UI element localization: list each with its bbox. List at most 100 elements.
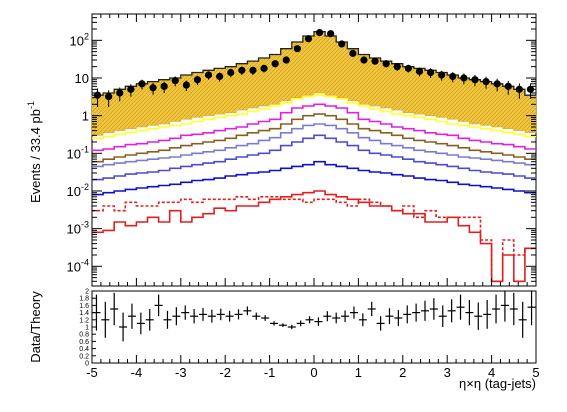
data-point <box>315 29 324 37</box>
y-tick-exp: -1 <box>81 144 89 154</box>
main-series-group <box>92 94 536 283</box>
y-tick-label: 10-2 <box>67 182 89 199</box>
series-line-1 <box>92 103 536 152</box>
y-tick-label: 10-1 <box>67 144 89 161</box>
data-point <box>227 68 235 77</box>
x-tick-label: -5 <box>86 365 98 380</box>
y-tick-base: 10 <box>67 146 81 161</box>
y-tick-label: 10-4 <box>67 257 89 274</box>
ratio-y-axis-label: Data/Theory <box>28 291 43 363</box>
data-point <box>460 74 468 82</box>
ratio-points <box>92 291 536 342</box>
band-upper-edge <box>92 30 536 96</box>
y-tick-label: 10-3 <box>67 220 89 237</box>
series-line-6 <box>92 196 536 283</box>
data-point <box>449 72 457 81</box>
x-tick-label: 1 <box>355 365 362 380</box>
x-tick-label: -2 <box>219 365 231 380</box>
data-point <box>127 85 135 93</box>
ratio-y-tick-label: 0 <box>85 361 89 368</box>
data-point <box>393 63 401 71</box>
ratio-y-tick-label: 0.2 <box>79 353 89 360</box>
data-point <box>149 84 157 92</box>
y-tick-label: 10 <box>75 71 89 86</box>
y-tick-exp: -3 <box>81 220 89 230</box>
series-line-4 <box>92 134 536 181</box>
ratio-y-tick-label: 1.6 <box>79 303 89 310</box>
x-tick-label: -3 <box>175 365 187 380</box>
data-point <box>304 35 313 43</box>
x-tick-label: 4 <box>488 365 495 380</box>
data-point <box>105 93 113 101</box>
y-tick-base: 10 <box>67 184 81 199</box>
data-point <box>182 81 190 89</box>
y-tick-base: 10 <box>67 222 81 237</box>
x-tick-label: 5 <box>532 365 539 380</box>
ratio-y-tick-label: 1.4 <box>79 310 89 317</box>
x-tick-label: 2 <box>399 365 406 380</box>
data-point <box>415 67 424 75</box>
y-tick-base: 10 <box>70 33 84 48</box>
data-point <box>216 72 224 81</box>
mc-uncertainty-band <box>91 30 537 136</box>
main-y-axis-label-sup: -1 <box>26 101 36 109</box>
data-point <box>282 56 290 64</box>
y-tick-base: 10 <box>75 71 89 86</box>
data-point <box>371 57 379 65</box>
ratio-y-tick-label: 2 <box>85 289 89 296</box>
x-axis-label: η×η (tag-jets) <box>459 376 536 391</box>
x-ticks: -5 -4 -3 -2 -1 0 1 2 3 4 5 <box>86 14 540 380</box>
data-point <box>515 85 523 93</box>
data-point <box>193 76 202 84</box>
data-point <box>138 80 146 88</box>
ratio-y-tick-label: 0.8 <box>79 332 89 339</box>
x-tick-label: -1 <box>264 365 276 380</box>
data-point <box>349 49 357 57</box>
ratio-y-tick-label: 0.6 <box>79 339 89 346</box>
ratio-panel: 00.20.40.60.811.21.41.61.82 -5 -4 -3 -2 -1 0 1… <box>28 14 540 391</box>
data-point <box>404 64 412 72</box>
ratio-y-tick-label: 1.2 <box>79 317 89 324</box>
data-point <box>271 60 279 68</box>
data-point <box>338 40 346 48</box>
data-point <box>204 71 213 79</box>
data-point <box>249 66 257 74</box>
data-point <box>327 30 335 38</box>
data-point <box>116 89 124 97</box>
y-tick-exp: 2 <box>84 31 89 41</box>
data-point <box>260 64 268 72</box>
ratio-plot-frame <box>91 290 537 364</box>
y-tick-base: 1 <box>82 109 89 124</box>
data-point <box>504 82 512 90</box>
x-tick-label: 0 <box>310 365 317 380</box>
main-y-axis-label: Events / 33.4 pb-1 <box>26 101 43 203</box>
ratio-y-tick-label: 1.8 <box>79 296 89 303</box>
main-y-axis-label-text: Events / 33.4 pb <box>28 109 43 203</box>
data-point <box>526 85 535 93</box>
ratio-y-tick-label: 0.4 <box>79 346 89 353</box>
data-point <box>482 78 490 86</box>
data-point <box>438 71 446 79</box>
data-point <box>160 82 168 90</box>
series-line-3 <box>92 123 536 168</box>
y-tick-exp: -2 <box>81 182 89 192</box>
x-tick-label: 3 <box>444 365 451 380</box>
y-tick-base: 10 <box>67 259 81 274</box>
data-point <box>382 60 390 68</box>
data-point <box>238 66 246 74</box>
y-tick-exp: -4 <box>81 257 89 267</box>
data-point <box>493 80 501 88</box>
series-line-5 <box>92 160 536 196</box>
x-tick-label: -4 <box>131 365 143 380</box>
series-line-2 <box>92 113 536 163</box>
series-line-7 <box>92 190 536 283</box>
data-point <box>360 56 368 64</box>
ratio-y-tick-label: 1 <box>85 325 89 332</box>
series-line-0 <box>92 94 536 140</box>
data-point <box>426 68 435 77</box>
data-point <box>293 45 301 53</box>
